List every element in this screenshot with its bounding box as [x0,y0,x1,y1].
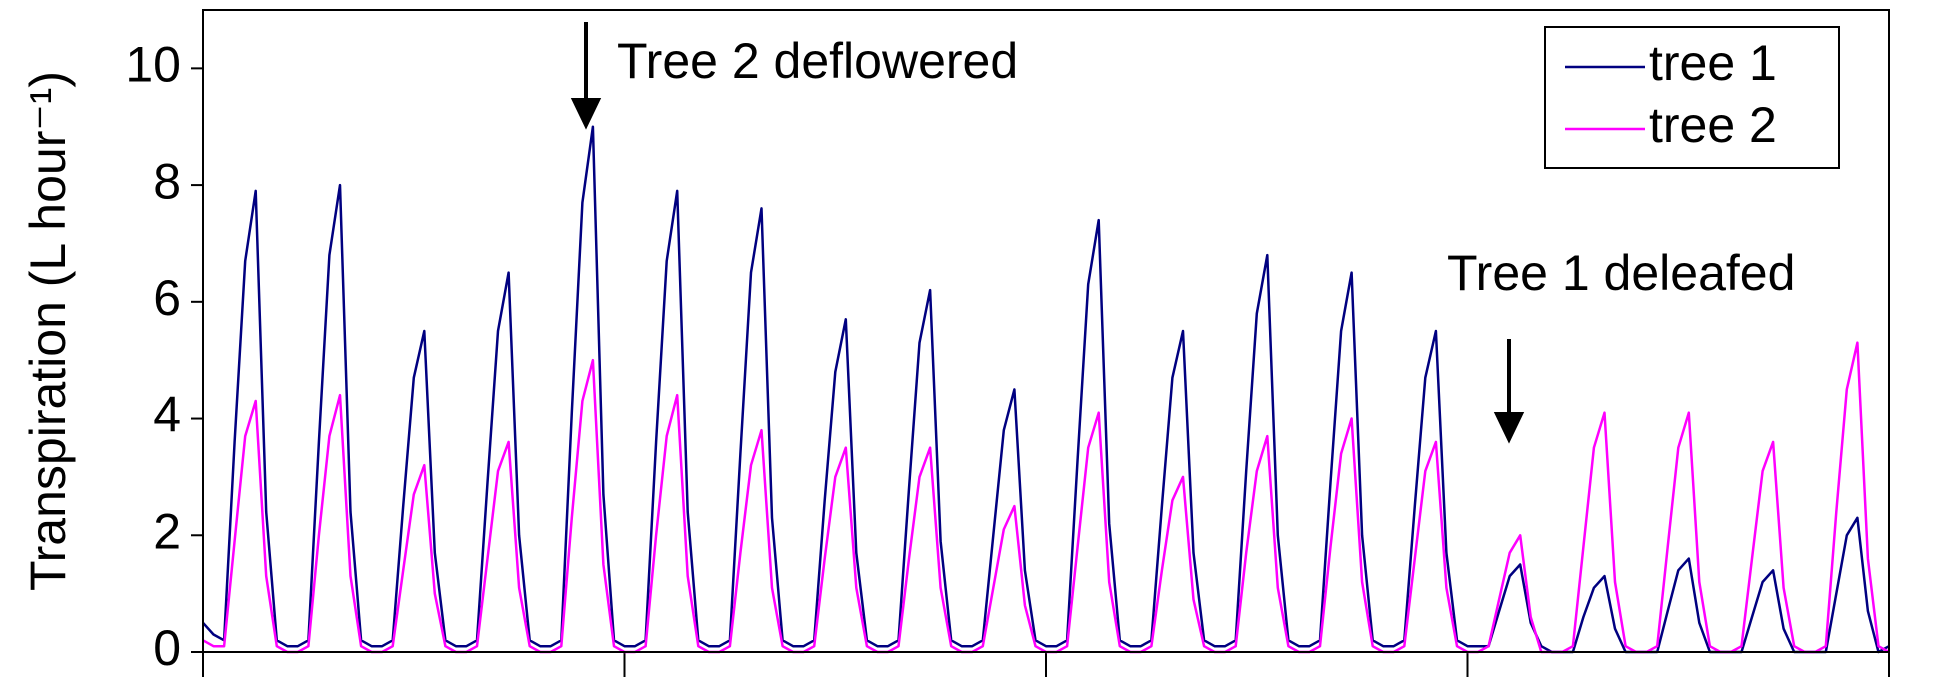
y-tick-label: 10 [125,37,181,93]
arrow-head [1493,412,1525,444]
y-tick-label: 6 [153,270,181,326]
line-series [202,125,1890,654]
arrow-head [570,98,602,130]
line-series [202,341,1890,654]
y-tick-label: 8 [153,153,181,209]
annotation: Tree 2 deflowered [617,33,1018,89]
legend-box [1544,26,1840,169]
legend: tree 1 tree 2 [1544,26,1840,169]
y-axis-label: Transpiration (L hour⁻¹) [20,71,76,591]
legend-label: tree 2 [1649,97,1777,153]
y-tick-label: 4 [153,387,181,443]
annotation: Tree 1 deleafed [1447,245,1795,301]
plot-frame [202,9,1890,653]
arrows [570,22,1525,444]
legend-label: tree 1 [1649,35,1777,91]
y-tick-label: 2 [153,503,181,559]
y-tick-label: 0 [153,620,181,676]
